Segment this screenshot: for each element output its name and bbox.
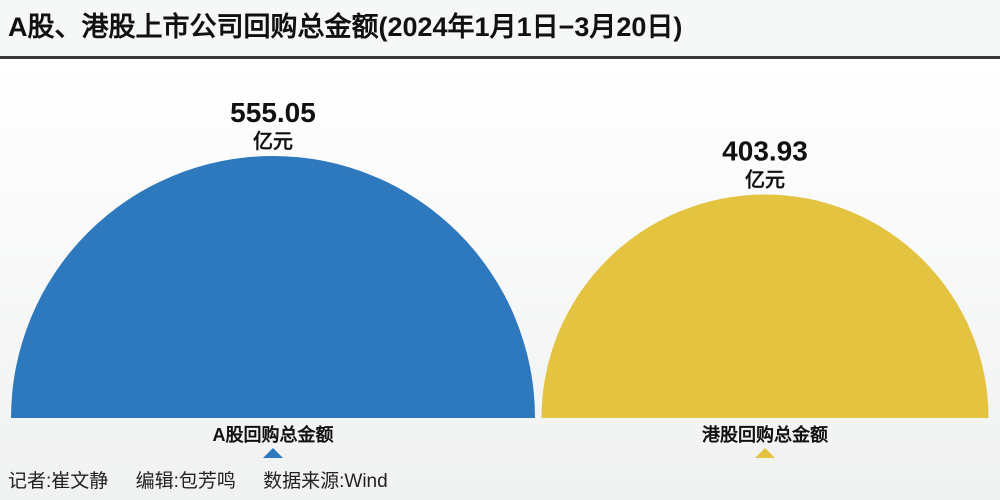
unit-label: 亿元 bbox=[745, 167, 785, 191]
editor-credit: 编辑:包芳鸣 bbox=[135, 471, 236, 492]
triangle-marker bbox=[755, 448, 775, 458]
category-label: A股回购总金额 bbox=[213, 424, 334, 445]
title-bar bbox=[0, 0, 1000, 56]
unit-label: 亿元 bbox=[253, 129, 293, 153]
triangle-marker bbox=[263, 448, 283, 458]
chart-title: A股、港股上市公司回购总金额(2024年1月1日−3月20日) bbox=[8, 12, 683, 42]
reporter-credit: 记者:崔文静 bbox=[8, 471, 109, 492]
plot-area: 555.05 亿元 A股回购总金额 403.93 亿元 港股回购总金额 bbox=[0, 59, 1000, 500]
category-label: 港股回购总金额 bbox=[702, 424, 828, 445]
title-rule bbox=[0, 56, 1000, 59]
semicircle-hk-share bbox=[541, 194, 989, 418]
source-credit: 数据来源:Wind bbox=[263, 471, 388, 492]
credits: 记者:崔文静 编辑:包芳鸣 数据来源:Wind bbox=[8, 466, 410, 493]
semicircle-a-share bbox=[11, 156, 535, 418]
value-label: 403.93 bbox=[722, 135, 808, 166]
value-label: 555.05 bbox=[230, 97, 316, 128]
